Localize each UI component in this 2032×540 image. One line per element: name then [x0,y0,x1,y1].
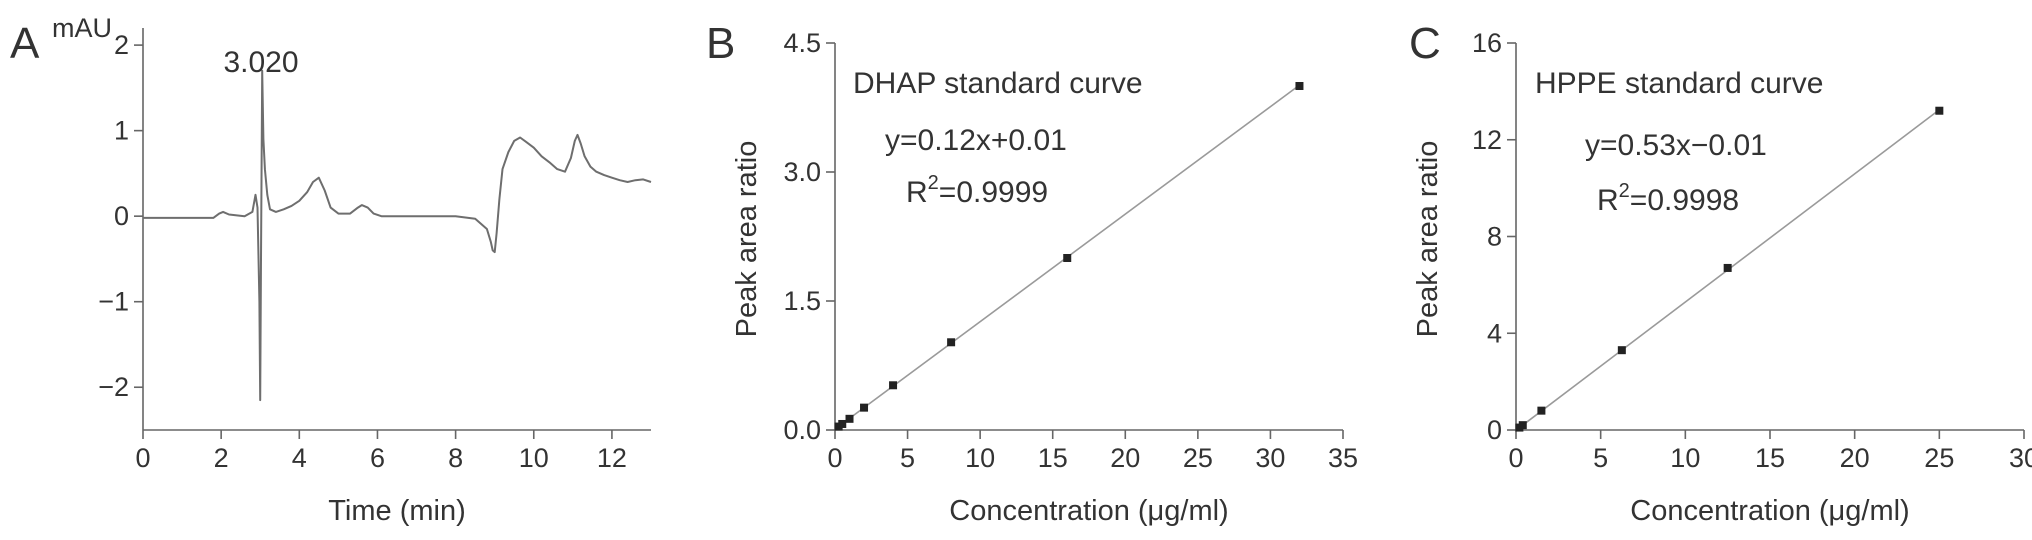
panel-c-y-tick-label: 4 [1487,318,1502,348]
panel-b-x-tick-label: 35 [1328,443,1358,473]
panel-c-data-point [1935,106,1944,115]
panel-c-data-point [1518,421,1527,430]
panel-c-x-tick-label: 25 [1924,443,1954,473]
panel-b-equation: y=0.12x+0.01 [885,124,1067,157]
panel-b-data-point [860,403,869,412]
panel-c-r-squared-exponent: 2 [1619,180,1630,202]
panel-a-y-tick-label: 0 [114,201,129,231]
panel-a-x-tick-label: 0 [135,443,150,473]
panel-b-x-tick-label: 15 [1038,443,1068,473]
panel-b-x-tick-label: 5 [900,443,915,473]
panel-b-y-tick-label: 0.0 [783,415,821,445]
panel-a-chromatogram-trace [143,69,652,402]
panel-c-data-point [1537,406,1546,415]
panel-c: C 0 5 10 15 20 25 30 0 4 8 12 16 HPPE standard cur… [1409,19,2032,527]
panel-c-y-tick-label: 16 [1472,28,1502,58]
panel-c-equation: y=0.53x−0.01 [1585,129,1767,162]
panel-c-y-axis-title: Peak area ratio [1412,141,1444,338]
panel-c-y-tick-label: 8 [1487,222,1502,252]
panel-c-curve-title: HPPE standard curve [1535,67,1823,100]
panel-b-data-point [838,419,847,428]
panel-b-r-squared-exponent: 2 [928,172,939,194]
panel-a-peak-label: 3.020 [223,46,298,79]
panel-a: A mAU 0 2 4 6 8 10 12 210−1−2 3.020 Time (min) [10,13,652,527]
panel-a-x-tick-label: 6 [370,443,385,473]
panel-a-x-tick-label: 10 [519,443,549,473]
panel-b-x-tick-label: 30 [1255,443,1285,473]
panel-a-x-tick-label: 12 [597,443,627,473]
panel-c-x-ticks: 0 5 10 15 20 25 30 [1508,430,2032,473]
panel-a-unit-label: mAU [52,13,112,43]
panel-a-x-tick-label: 2 [214,443,229,473]
panel-b-x-tick-label: 10 [965,443,995,473]
panel-b-data-points [834,82,1304,431]
panel-letter-a: A [10,19,40,68]
panel-a-y-tick-label: 1 [114,116,129,146]
panel-c-x-tick-label: 0 [1508,443,1523,473]
panel-a-x-tick-label: 4 [292,443,307,473]
panel-b-y-axis-title: Peak area ratio [731,141,763,338]
panel-b: B 0 5 10 15 20 25 30 35 0.0 1.5 3.0 4.5 DHAP stand… [706,19,1358,527]
panel-c-data-point [1617,346,1626,355]
panel-b-data-point [1295,82,1304,90]
panel-b-r-squared-symbol: R [906,176,928,209]
panel-letter-b: B [706,19,735,68]
panel-c-data-point [1723,263,1732,272]
panel-b-r-squared-value: =0.9999 [939,176,1048,209]
panel-b-data-point [845,414,854,423]
panel-c-r-squared-value: =0.9998 [1630,184,1739,217]
panel-c-x-tick-label: 10 [1670,443,1700,473]
panel-a-y-tick-label: 2 [114,30,129,60]
panel-c-data-points [1515,106,1944,432]
panel-b-data-point [947,338,956,347]
panel-c-r-squared: R2=0.9998 [1597,180,1739,217]
panel-c-x-tick-label: 30 [2009,443,2032,473]
panel-a-y-tick-label: −2 [98,372,129,402]
panel-c-y-tick-label: 12 [1472,125,1502,155]
panel-b-x-tick-label: 0 [827,443,842,473]
panel-a-x-axis-title: Time (min) [328,495,465,527]
panel-b-data-point [889,381,898,390]
panel-b-y-tick-label: 3.0 [783,157,821,187]
panel-b-x-axis-title: Concentration (μg/ml) [949,495,1228,527]
panel-b-x-tick-label: 25 [1183,443,1213,473]
panel-c-x-axis-title: Concentration (μg/ml) [1630,495,1909,527]
panel-c-y-tick-label: 0 [1487,415,1502,445]
panel-a-y-ticks: 2 1 0 −1 −2 [98,30,143,402]
panel-a-x-ticks: 0 2 4 6 8 10 12 [135,430,627,473]
panel-c-x-tick-label: 5 [1593,443,1608,473]
panel-c-x-tick-label: 15 [1755,443,1785,473]
panel-b-y-tick-label: 4.5 [783,28,821,58]
panel-a-x-tick-label: 8 [448,443,463,473]
panel-b-r-squared: R2=0.9999 [906,172,1048,209]
panel-b-x-ticks: 0 5 10 15 20 25 30 35 [827,430,1358,473]
panel-letter-c: C [1409,19,1441,68]
panel-c-r-squared-symbol: R [1597,184,1619,217]
panel-b-curve-title: DHAP standard curve [853,67,1143,100]
panel-a-y-tick-label: −1 [98,287,129,317]
panel-c-y-ticks: 0 4 8 12 16 [1472,28,1516,445]
panel-b-y-ticks: 0.0 1.5 3.0 4.5 [783,28,835,445]
panel-b-y-tick-label: 1.5 [783,286,821,316]
panel-c-x-tick-label: 20 [1840,443,1870,473]
panel-b-x-tick-label: 20 [1110,443,1140,473]
panel-b-data-point [1063,254,1072,262]
